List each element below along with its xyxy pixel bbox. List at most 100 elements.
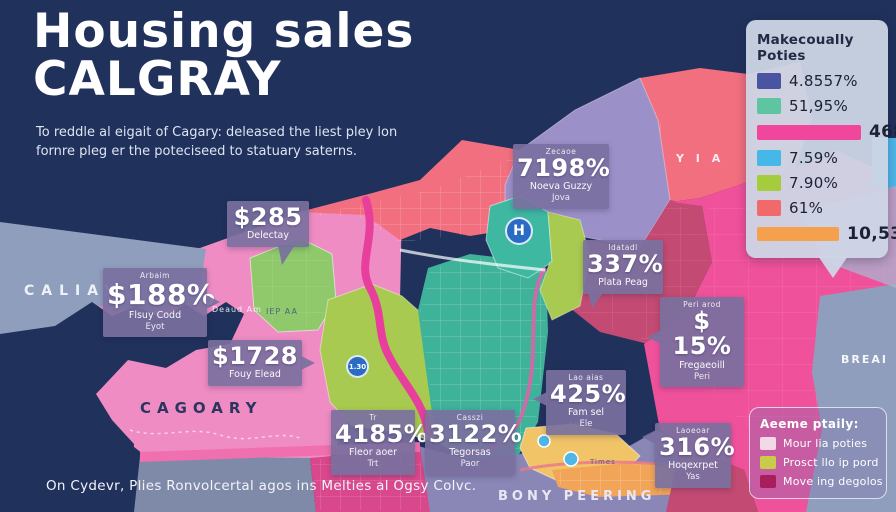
badge-sub-label: Flsuy Codd xyxy=(128,309,182,321)
mini-legend-row: Move ing degolos xyxy=(760,475,882,488)
region-label-bony: BONY PEERING xyxy=(498,489,656,504)
legend-swatch-yellowgreen xyxy=(757,175,781,191)
highway-marker-label: 1.30 xyxy=(348,362,367,371)
badge-sub-label: Noeva Guzzy xyxy=(529,181,593,193)
badge-tail xyxy=(642,430,656,445)
badge-tail xyxy=(647,330,661,345)
patch-ygreen-top xyxy=(539,211,591,321)
badge-top-label: Lao aias xyxy=(568,373,604,382)
badge-value: $ 15% xyxy=(672,307,732,361)
stat-badge-7198: Zecaoe 7198% Noeva Guzzy Jova xyxy=(513,144,611,209)
page-title: Housing sales CALGRAY xyxy=(33,8,414,104)
stat-badge-1728: $1728 Fouy Elead xyxy=(208,340,315,387)
badge-top-label: Peri arod xyxy=(683,300,721,309)
legend-value: 61% xyxy=(789,199,824,217)
coast-shape xyxy=(0,302,244,512)
badge-value: 4185% xyxy=(335,420,429,449)
legend-panel: Makecoually Poties 4.8557% 51,95% 468% 7… xyxy=(746,20,896,278)
street-label-times: Times xyxy=(590,458,616,466)
badge-sub2-label: Paor xyxy=(460,459,480,470)
coast-dotted-line xyxy=(129,429,301,440)
page-title-line2: CALGRAY xyxy=(33,51,282,107)
stat-badge-188: Arbaim $188% Flsuy Codd Eyot xyxy=(103,268,220,337)
legend-value: 7.90% xyxy=(789,174,839,192)
mini-legend-panel: Aeeme ptaily: Mour lia poties Prosct llo… xyxy=(749,407,887,499)
marker-dot xyxy=(537,434,551,448)
subtitle-line2: fornre pleg er the poteciseed to statuar… xyxy=(36,143,358,159)
badge-top-label: Arbaim xyxy=(140,271,170,280)
badge-sub-label: Tegorsas xyxy=(449,447,491,459)
legend-value: 51,95% xyxy=(789,97,848,115)
badge-sub2-label: Eyot xyxy=(145,321,165,332)
badge-tail xyxy=(533,392,547,407)
hospital-marker-label: H xyxy=(513,223,525,239)
badge-value: $1728 xyxy=(212,342,298,370)
stat-badge-316: Laoeoar 316% Hoqexrpet Yas xyxy=(642,423,736,488)
legend-swatch-salmon xyxy=(757,200,781,216)
mini-legend-swatch-yellowgreen xyxy=(760,456,776,469)
badge-tail xyxy=(301,356,315,371)
page-title-line1: Housing sales xyxy=(33,4,415,59)
badge-tail xyxy=(277,245,295,266)
legend-row: 61% xyxy=(757,199,877,217)
badge-sub2-label: Yas xyxy=(686,472,700,483)
badge-value: 7198% xyxy=(517,154,611,183)
badge-value: 337% xyxy=(587,250,664,279)
legend-row: 4.8557% xyxy=(757,72,877,90)
stat-badge-425: Lao aias 425% Fam sel Ele xyxy=(533,370,626,435)
badge-top-label: Laoeoar xyxy=(676,426,710,435)
region-breai xyxy=(806,284,896,512)
mini-legend-label: Prosct llo ip pord xyxy=(783,456,879,469)
road-cross xyxy=(399,248,546,272)
badge-sub-label: Fleor aoer xyxy=(348,447,398,459)
badge-top-label: Casszi xyxy=(456,413,484,422)
badge-sub2-label: Trt xyxy=(367,459,379,470)
hospital-marker-icon: H xyxy=(505,217,533,245)
mini-legend-swatch-pale xyxy=(760,437,776,450)
badge-sub-label: Hoqexrpet xyxy=(668,460,718,472)
legend-row: 468% xyxy=(757,122,896,142)
region-label-yia: Y I A xyxy=(676,152,725,165)
page-subtitle: To reddle al eigait of Cagary: deleased … xyxy=(36,124,397,162)
legend-value: 7.59% xyxy=(789,149,839,167)
badge-sub2-label: Peri xyxy=(694,371,710,382)
badge-sub-label: Plata Peag xyxy=(598,277,648,289)
legend-row: 51,95% xyxy=(757,97,877,115)
legend-value: 468% xyxy=(869,122,896,142)
badge-value: $285 xyxy=(233,203,303,231)
footer-note: On Cydevr, Plies Ronvolcertal agos ins M… xyxy=(46,478,477,494)
mini-legend-swatch-magenta xyxy=(760,475,776,488)
badge-tail xyxy=(587,292,604,309)
streets-overlay-teal xyxy=(420,257,546,457)
legend-swatch-indigo xyxy=(757,73,781,89)
badge-value: 316% xyxy=(659,433,736,462)
region-label-breai: BREAI xyxy=(841,353,888,366)
legend-swatch-teal xyxy=(757,98,781,114)
badge-sub-label: Fregaeoill xyxy=(679,359,725,371)
street-label-deaud: Deaud Am xyxy=(212,305,262,314)
legend-row: 10,53% xyxy=(757,224,896,244)
legend-value: 4.8557% xyxy=(789,72,858,90)
marker-dot xyxy=(563,451,579,467)
strip-gray-bottom xyxy=(134,456,316,512)
legend-title: Makecoually Poties xyxy=(757,32,854,64)
stat-badge-285: $285 Delectay xyxy=(227,201,309,266)
mini-legend-label: Move ing degolos xyxy=(783,475,883,488)
mini-legend-label: Mour lia poties xyxy=(783,437,868,450)
stat-badge-4185: Tr 4185% Fleor aoer Trt xyxy=(331,410,429,475)
region-label-cagary: CAGOARY xyxy=(140,399,263,417)
street-label-iepaa: IEP AA xyxy=(266,307,298,316)
badge-top-label: Idatadl xyxy=(608,243,638,252)
stat-badge-337: Idatadl 337% Plata Peag xyxy=(583,240,664,309)
stat-badge-15: Peri arod $ 15% Fregaeoill Peri xyxy=(647,297,744,387)
legend-swatch-lightblue xyxy=(757,150,781,166)
mini-legend-title: Aeeme ptaily: xyxy=(760,417,859,431)
legend-value: 10,53% xyxy=(847,224,896,244)
badge-value: $188% xyxy=(107,278,216,312)
badge-top-label: Tr xyxy=(369,413,377,422)
badge-value: 3122% xyxy=(429,420,523,449)
stat-badge-3122: Casszi 3122% Tegorsas Paor xyxy=(425,410,523,475)
legend-row: 7.59% xyxy=(757,149,877,167)
badge-top-label: Zecaoe xyxy=(545,147,577,156)
badge-sub-label: Fouy Elead xyxy=(229,369,281,381)
